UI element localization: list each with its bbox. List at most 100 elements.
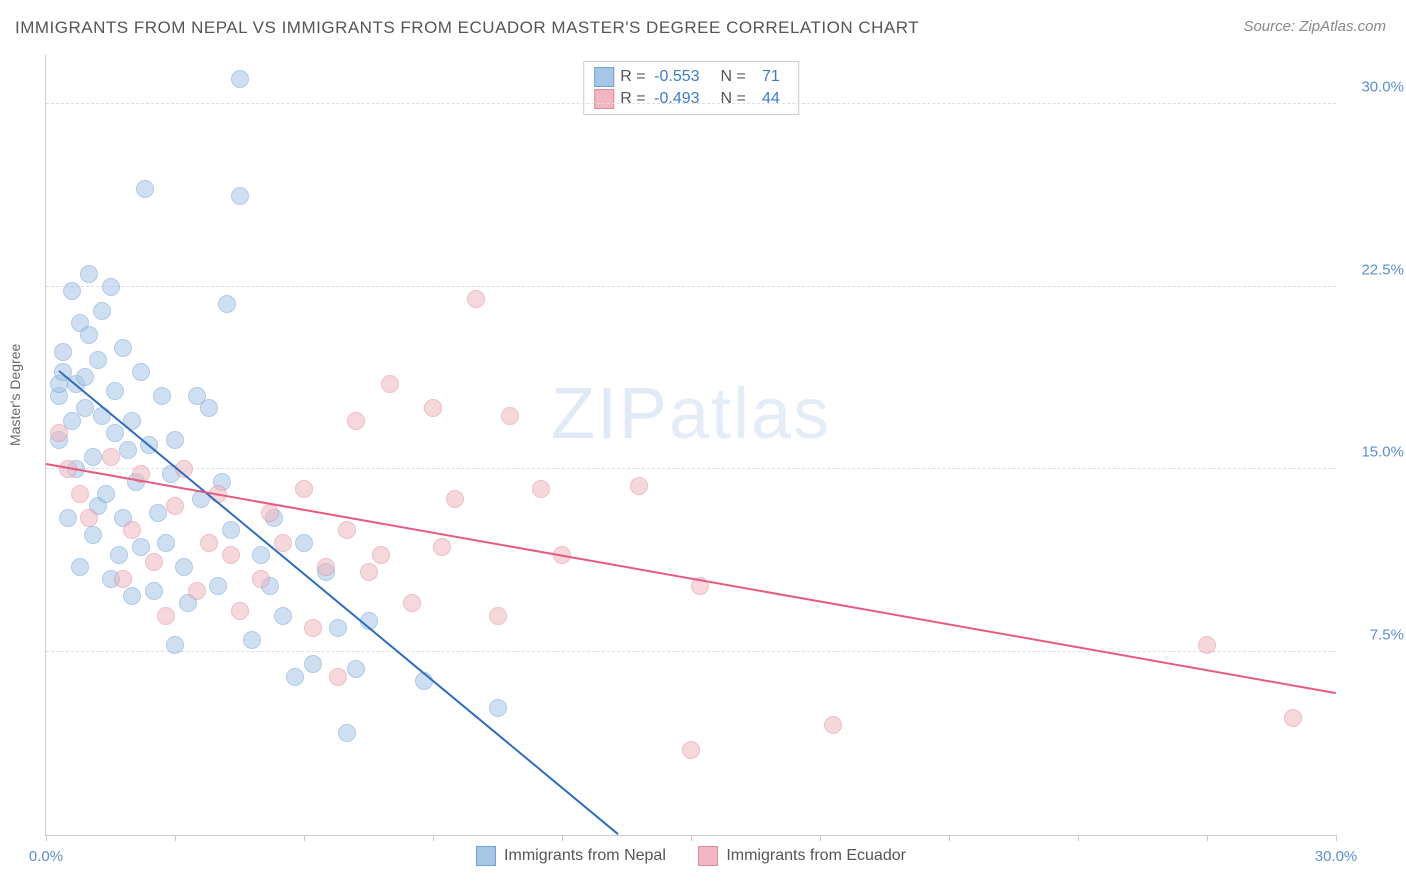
scatter-point	[424, 399, 442, 417]
scatter-point	[489, 699, 507, 717]
x-tick	[1207, 835, 1208, 841]
scatter-point	[71, 558, 89, 576]
scatter-point	[80, 265, 98, 283]
scatter-point	[304, 619, 322, 637]
y-tick-label: 30.0%	[1344, 78, 1404, 95]
x-tick	[304, 835, 305, 841]
scatter-point	[188, 582, 206, 600]
scatter-point	[123, 521, 141, 539]
scatter-point	[231, 187, 249, 205]
scatter-point	[347, 412, 365, 430]
x-tick	[820, 835, 821, 841]
scatter-point	[102, 278, 120, 296]
scatter-plot-area: ZIPatlas R = -0.553 N = 71 R = -0.493 N …	[45, 55, 1336, 836]
gridline	[46, 651, 1336, 652]
trend-line	[58, 370, 618, 835]
scatter-point	[243, 631, 261, 649]
scatter-point	[433, 538, 451, 556]
x-tick	[1336, 835, 1337, 841]
series-legend: Immigrants from Nepal Immigrants from Ec…	[46, 846, 1336, 871]
x-tick	[433, 835, 434, 841]
y-tick-label: 22.5%	[1344, 261, 1404, 278]
scatter-point	[489, 607, 507, 625]
scatter-point	[222, 546, 240, 564]
scatter-point	[76, 368, 94, 386]
scatter-point	[286, 668, 304, 686]
scatter-point	[145, 582, 163, 600]
chart-title: IMMIGRANTS FROM NEPAL VS IMMIGRANTS FROM…	[15, 18, 919, 38]
scatter-point	[304, 655, 322, 673]
scatter-point	[231, 602, 249, 620]
legend-item-nepal: Immigrants from Nepal	[476, 846, 666, 866]
scatter-point	[403, 594, 421, 612]
scatter-point	[824, 716, 842, 734]
x-tick	[691, 835, 692, 841]
legend-label-ecuador: Immigrants from Ecuador	[726, 847, 906, 865]
scatter-point	[93, 302, 111, 320]
scatter-point	[1198, 636, 1216, 654]
scatter-point	[132, 538, 150, 556]
scatter-point	[501, 407, 519, 425]
n-label: N =	[720, 88, 745, 110]
scatter-point	[274, 607, 292, 625]
scatter-point	[76, 399, 94, 417]
scatter-point	[532, 480, 550, 498]
trend-line	[46, 463, 1336, 694]
scatter-point	[119, 441, 137, 459]
legend-row-ecuador: R = -0.493 N = 44	[594, 88, 780, 110]
scatter-point	[630, 477, 648, 495]
x-tick-label: 30.0%	[1315, 848, 1358, 865]
r-label: R =	[620, 88, 645, 110]
scatter-point	[123, 587, 141, 605]
r-value-ecuador: -0.493	[652, 88, 700, 110]
scatter-point	[84, 526, 102, 544]
scatter-point	[145, 553, 163, 571]
legend-row-nepal: R = -0.553 N = 71	[594, 66, 780, 88]
scatter-point	[338, 521, 356, 539]
scatter-point	[54, 343, 72, 361]
scatter-point	[372, 546, 390, 564]
scatter-point	[467, 290, 485, 308]
swatch-ecuador	[594, 89, 614, 109]
x-tick	[949, 835, 950, 841]
scatter-point	[157, 534, 175, 552]
x-tick	[562, 835, 563, 841]
scatter-point	[166, 431, 184, 449]
scatter-point	[149, 504, 167, 522]
y-axis-label: Master's Degree	[7, 344, 23, 446]
scatter-point	[84, 448, 102, 466]
swatch-nepal-icon	[476, 846, 496, 866]
scatter-point	[166, 497, 184, 515]
scatter-point	[252, 546, 270, 564]
scatter-point	[231, 70, 249, 88]
x-tick-label: 0.0%	[29, 848, 63, 865]
scatter-point	[93, 407, 111, 425]
n-label: N =	[720, 66, 745, 88]
correlation-legend: R = -0.553 N = 71 R = -0.493 N = 44	[583, 61, 799, 115]
scatter-point	[166, 636, 184, 654]
scatter-point	[317, 558, 335, 576]
source-attribution: Source: ZipAtlas.com	[1243, 18, 1386, 35]
scatter-point	[153, 387, 171, 405]
scatter-point	[132, 363, 150, 381]
scatter-point	[50, 424, 68, 442]
scatter-point	[106, 424, 124, 442]
scatter-point	[71, 485, 89, 503]
scatter-point	[329, 668, 347, 686]
scatter-point	[200, 399, 218, 417]
x-tick	[175, 835, 176, 841]
swatch-ecuador-icon	[698, 846, 718, 866]
scatter-point	[446, 490, 464, 508]
scatter-point	[682, 741, 700, 759]
scatter-point	[80, 509, 98, 527]
scatter-point	[89, 351, 107, 369]
scatter-point	[114, 339, 132, 357]
scatter-point	[338, 724, 356, 742]
scatter-point	[347, 660, 365, 678]
legend-item-ecuador: Immigrants from Ecuador	[698, 846, 906, 866]
watermark-thin: atlas	[669, 374, 831, 454]
x-tick	[46, 835, 47, 841]
scatter-point	[381, 375, 399, 393]
scatter-point	[329, 619, 347, 637]
scatter-point	[97, 485, 115, 503]
